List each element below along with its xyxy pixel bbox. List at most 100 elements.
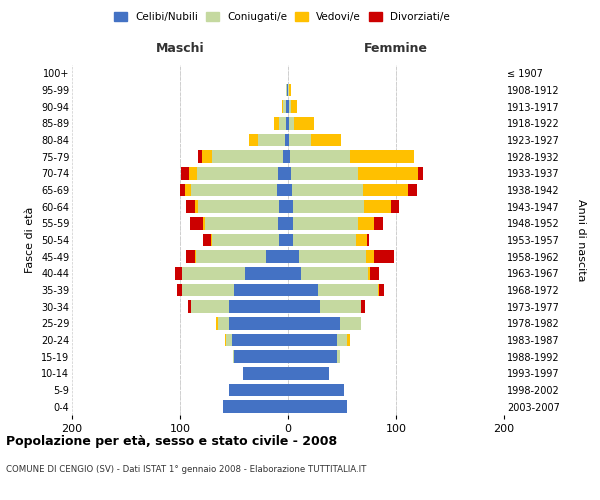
Bar [288,400,347,413]
Bar [288,234,293,246]
Bar [374,217,383,230]
Bar [286,84,287,96]
Bar [274,117,280,130]
Bar [289,134,311,146]
Bar [299,250,366,263]
Bar [278,167,288,179]
Bar [288,350,337,363]
Bar [293,234,356,246]
Bar [288,100,289,113]
Bar [226,334,232,346]
Bar [292,184,362,196]
Bar [293,200,364,213]
Bar [288,367,329,380]
Bar [288,317,340,330]
Bar [187,200,195,213]
Bar [318,284,377,296]
Bar [191,300,229,313]
Bar [229,317,288,330]
Bar [177,284,182,296]
Bar [367,234,369,246]
Bar [197,167,278,179]
Bar [288,84,289,96]
Y-axis label: Fasce di età: Fasce di età [25,207,35,273]
Bar [290,150,350,163]
Bar [408,184,416,196]
Bar [175,267,182,280]
Bar [288,217,293,230]
Bar [391,200,399,213]
Bar [199,150,202,163]
Bar [181,167,188,179]
Bar [347,334,350,346]
Bar [283,100,286,113]
Bar [212,234,280,246]
Bar [234,284,288,296]
Bar [418,167,423,179]
Bar [249,134,258,146]
Bar [199,200,280,213]
Bar [229,384,288,396]
Bar [288,267,301,280]
Bar [234,350,288,363]
Bar [232,334,288,346]
Bar [366,250,374,263]
Bar [377,284,379,296]
Bar [185,184,191,196]
Bar [215,317,218,330]
Bar [288,334,337,346]
Bar [295,117,314,130]
Bar [212,150,283,163]
Bar [337,334,347,346]
Bar [288,134,289,146]
Legend: Celibi/Nubili, Coniugati/e, Vedovi/e, Divorziati/e: Celibi/Nubili, Coniugati/e, Vedovi/e, Di… [110,8,454,26]
Bar [301,267,368,280]
Bar [362,184,408,196]
Y-axis label: Anni di nascita: Anni di nascita [577,198,586,281]
Bar [285,134,288,146]
Bar [287,84,288,96]
Bar [288,250,299,263]
Bar [361,300,365,313]
Bar [211,234,212,246]
Bar [191,184,277,196]
Bar [229,300,288,313]
Bar [195,200,199,213]
Bar [277,184,288,196]
Bar [280,234,288,246]
Bar [350,150,415,163]
Bar [289,117,295,130]
Bar [288,150,290,163]
Text: Femmine: Femmine [364,42,428,55]
Bar [291,100,296,113]
Bar [337,350,340,363]
Bar [368,267,370,280]
Bar [379,284,384,296]
Bar [291,167,358,179]
Bar [182,267,245,280]
Bar [374,250,394,263]
Bar [289,100,291,113]
Bar [288,117,289,130]
Bar [266,250,288,263]
Text: COMUNE DI CENGIO (SV) - Dati ISTAT 1° gennaio 2008 - Elaborazione TUTTITALIA.IT: COMUNE DI CENGIO (SV) - Dati ISTAT 1° ge… [6,465,367,474]
Bar [196,250,266,263]
Bar [280,200,288,213]
Bar [190,217,203,230]
Bar [311,134,341,146]
Bar [288,300,320,313]
Bar [195,250,196,263]
Bar [288,200,293,213]
Bar [180,184,185,196]
Bar [288,184,292,196]
Bar [188,300,191,313]
Bar [370,267,379,280]
Bar [258,134,285,146]
Bar [286,100,288,113]
Text: Popolazione per età, sesso e stato civile - 2008: Popolazione per età, sesso e stato civil… [6,435,337,448]
Bar [223,400,288,413]
Bar [283,150,288,163]
Bar [233,350,234,363]
Bar [293,217,358,230]
Bar [358,167,418,179]
